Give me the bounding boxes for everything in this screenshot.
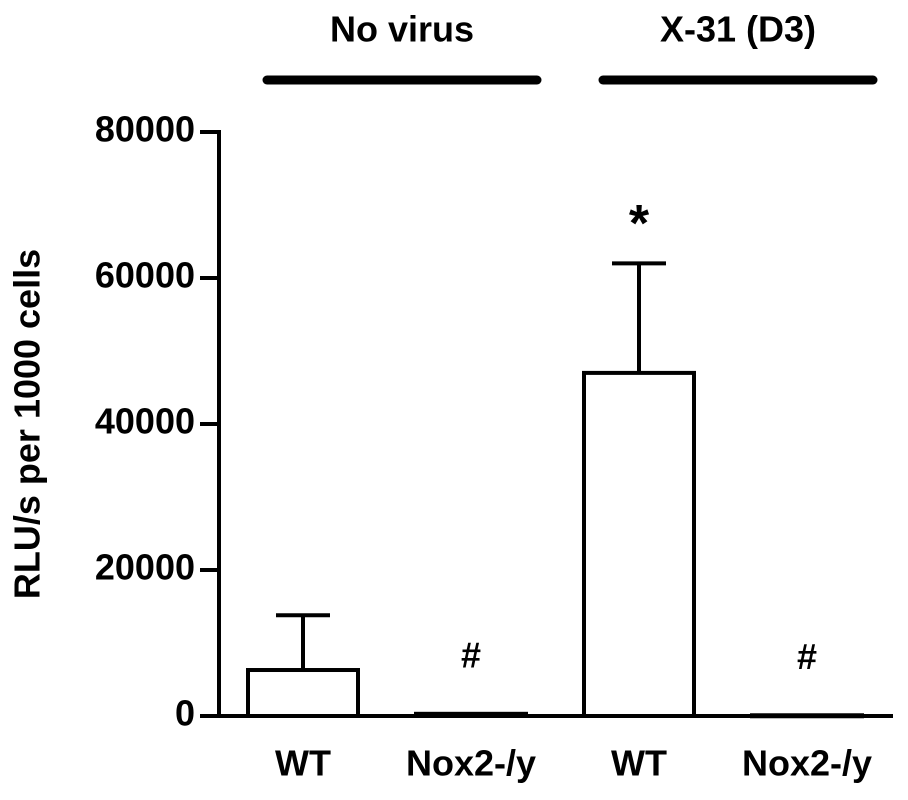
y-tick-label: 20000 <box>95 547 195 588</box>
bar <box>750 713 864 719</box>
significance-marker: * <box>629 195 650 253</box>
y-tick-label: 60000 <box>95 255 195 296</box>
y-axis-label: RLU/s per 1000 cells <box>7 249 48 599</box>
significance-marker: # <box>797 636 817 677</box>
group-label: X-31 (D3) <box>660 9 816 50</box>
x-tick-label: WT <box>611 743 667 784</box>
x-tick-label: Nox2-/y <box>406 743 536 784</box>
bar <box>246 668 360 719</box>
x-tick-label: Nox2-/y <box>742 743 872 784</box>
y-tick-label: 0 <box>175 693 195 734</box>
y-tick-label: 40000 <box>95 401 195 442</box>
x-tick-label: WT <box>275 743 331 784</box>
group-label: No virus <box>330 9 474 50</box>
bar <box>414 711 528 718</box>
y-tick-label: 80000 <box>95 109 195 150</box>
significance-marker: # <box>461 634 481 675</box>
bar <box>582 370 696 718</box>
